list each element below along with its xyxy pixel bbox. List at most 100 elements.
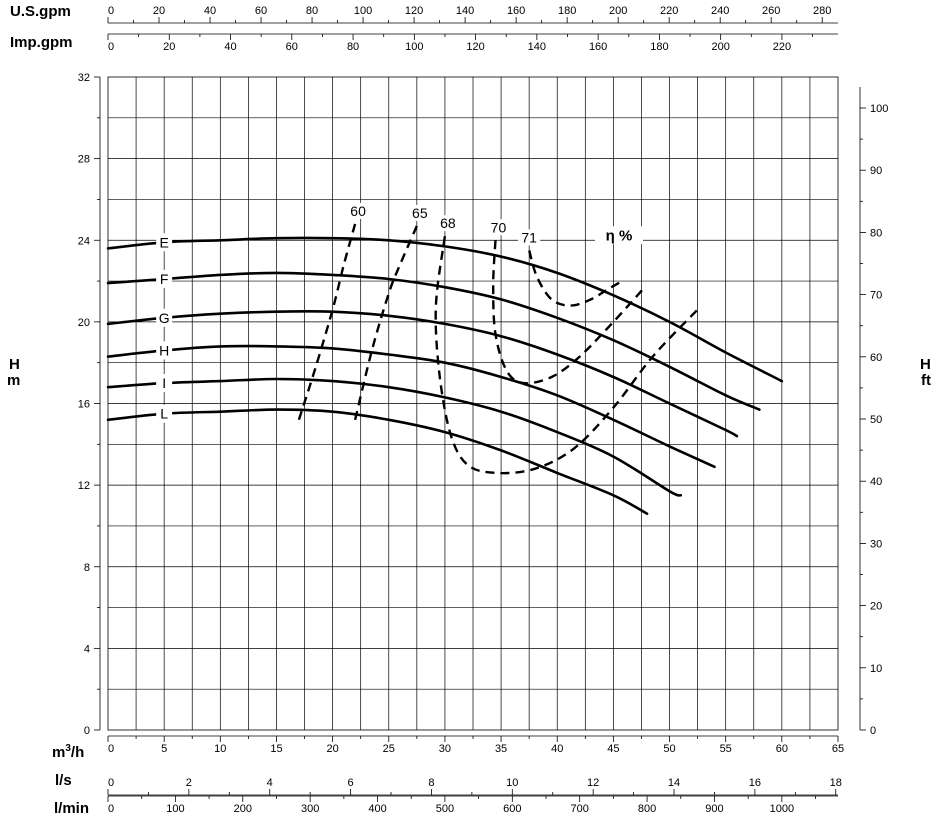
impgpm-axis-tick-label: 0 — [108, 41, 114, 53]
usgpm-axis-tick-label: 140 — [456, 5, 474, 17]
impgpm-axis-tick-label: 220 — [773, 41, 791, 53]
ls-axis-tick-label: 12 — [587, 777, 599, 789]
efficiency-label-70: 70 — [491, 219, 507, 235]
right-axis-tick-label: 0 — [870, 725, 876, 737]
impgpm-axis-tick-label: 80 — [347, 41, 359, 53]
left-head-axis: 0 4 8 12 16 20 24 28 32 — [78, 72, 101, 737]
m3h-unit-base: m — [52, 744, 65, 761]
m3h-unit-suffix: /h — [71, 744, 84, 761]
bottom-axis-unit-ls: l/s — [55, 772, 72, 789]
curve-label-e: E — [159, 234, 168, 250]
lmin-axis-tick-label: 0 — [108, 803, 114, 815]
efficiency-curve-65 — [353, 225, 418, 421]
right-axis-tick-label: 100 — [870, 103, 888, 115]
left-axis-unit-m: m — [7, 372, 20, 389]
left-axis-tick-label: 20 — [78, 317, 90, 329]
bottom-flow-axes: 0 5 10 15 20 25 30 35 40 45 50 55 60 65 0 2 4 6 8 10 12 14 16 1… — [107, 735, 844, 815]
pump-curves: E F GH IL — [106, 233, 784, 515]
m3h-axis-tick-label: 65 — [832, 743, 844, 755]
usgpm-axis-tick-label: 100 — [354, 5, 372, 17]
ls-axis-tick-label: 0 — [108, 777, 114, 789]
ls-axis-tick-label: 8 — [428, 777, 434, 789]
right-axis-tick-label: 70 — [870, 290, 882, 302]
usgpm-axis-tick-label: 260 — [762, 5, 780, 17]
left-axis-unit-h: H — [9, 356, 20, 373]
efficiency-title: η % — [606, 227, 633, 244]
impgpm-axis-tick-label: 100 — [405, 41, 423, 53]
curve-label-background — [156, 270, 173, 289]
left-axis-tick-label: 0 — [84, 725, 90, 737]
bottom-axis-unit-m3h: m3/h — [52, 743, 84, 761]
efficiency-label-background — [487, 219, 510, 236]
impgpm-axis-tick-label: 60 — [286, 41, 298, 53]
right-head-axis: 0 10 20 30 40 50 60 70 80 90 100 — [859, 87, 888, 737]
pump-curve-i — [106, 377, 683, 497]
left-axis-tick-label: 12 — [78, 480, 90, 492]
usgpm-axis-tick-label: 80 — [306, 5, 318, 17]
usgpm-axis-tick-label: 0 — [108, 5, 114, 17]
axis-unit-labels: U.S.gpm Imp.gpm H m H ft m3/h l/s l/min — [7, 3, 931, 817]
left-axis-tick-label: 4 — [84, 643, 90, 655]
left-axis-tick-label: 8 — [84, 562, 90, 574]
pump-curve-f — [106, 271, 761, 411]
right-axis-tick-label: 90 — [870, 165, 882, 177]
m3h-axis-tick-label: 55 — [720, 743, 732, 755]
curve-label-background — [156, 308, 173, 327]
curve-label-g: G — [159, 310, 170, 326]
right-axis-tick-label: 60 — [870, 352, 882, 364]
m3h-axis-tick-label: 15 — [270, 743, 282, 755]
m3h-axis-tick-label: 45 — [607, 743, 619, 755]
pump-curve-e — [106, 236, 784, 383]
efficiency-curve-60 — [297, 223, 357, 421]
curve-label-h: H — [159, 342, 169, 358]
ls-axis-tick-label: 18 — [830, 777, 842, 789]
curve-label-background — [156, 233, 173, 252]
efficiency-curve-70 — [491, 240, 646, 385]
right-axis-tick-label: 10 — [870, 663, 882, 675]
impgpm-axis-tick-label: 120 — [466, 41, 484, 53]
usgpm-axis-tick-label: 20 — [153, 5, 165, 17]
curve-label-background — [156, 374, 173, 393]
curve-label-l: L — [160, 406, 168, 422]
impgpm-axis-tick-label: 160 — [589, 41, 607, 53]
efficiency-label-68: 68 — [440, 215, 456, 231]
efficiency-label-65: 65 — [412, 205, 428, 221]
ls-axis-tick-label: 2 — [186, 777, 192, 789]
efficiency-curves: 60 65 68 70 71 η % — [297, 202, 699, 475]
m3h-axis-tick-label: 30 — [439, 743, 451, 755]
usgpm-axis-tick-label: 240 — [711, 5, 729, 17]
m3h-axis-tick-label: 50 — [663, 743, 675, 755]
pump-curve-h — [106, 344, 716, 469]
left-axis-tick-label: 16 — [78, 399, 90, 411]
lmin-axis-tick-label: 900 — [705, 803, 723, 815]
impgpm-axis-tick-label: 140 — [528, 41, 546, 53]
m3h-axis-tick-label: 40 — [551, 743, 563, 755]
right-axis-tick-label: 30 — [870, 538, 882, 550]
m3h-axis-tick-label: 10 — [214, 743, 226, 755]
efficiency-label-background — [436, 215, 459, 232]
usgpm-axis-tick-label: 220 — [660, 5, 678, 17]
right-axis-tick-label: 80 — [870, 227, 882, 239]
efficiency-curve-71 — [528, 250, 623, 307]
bottom-axis-unit-lmin: l/min — [54, 800, 89, 817]
usgpm-axis-tick-label: 280 — [813, 5, 831, 17]
m3h-axis-tick-label: 0 — [108, 743, 114, 755]
efficiency-label-background — [347, 202, 370, 219]
curve-label-background — [156, 341, 173, 360]
right-axis-tick-label: 40 — [870, 476, 882, 488]
efficiency-label-background — [408, 204, 431, 221]
lmin-axis-tick-label: 200 — [234, 803, 252, 815]
curve-label-background — [156, 404, 173, 423]
usgpm-axis-tick-label: 200 — [609, 5, 627, 17]
impgpm-axis-tick-label: 200 — [711, 41, 729, 53]
impgpm-axis-tick-label: 180 — [650, 41, 668, 53]
usgpm-axis-tick-label: 180 — [558, 5, 576, 17]
m3h-axis-tick-label: 5 — [161, 743, 167, 755]
top-flow-axes: 0 20 40 60 80 100 120 140 160 180 200 220 240 260 280 0… — [107, 5, 838, 53]
left-axis-tick-label: 24 — [78, 235, 90, 247]
lmin-axis-tick-label: 500 — [436, 803, 454, 815]
ls-axis-tick-label: 14 — [668, 777, 680, 789]
m3h-unit-superscript: 3 — [65, 743, 71, 754]
impgpm-axis-tick-label: 40 — [224, 41, 236, 53]
right-axis-unit-ft: ft — [921, 372, 931, 389]
